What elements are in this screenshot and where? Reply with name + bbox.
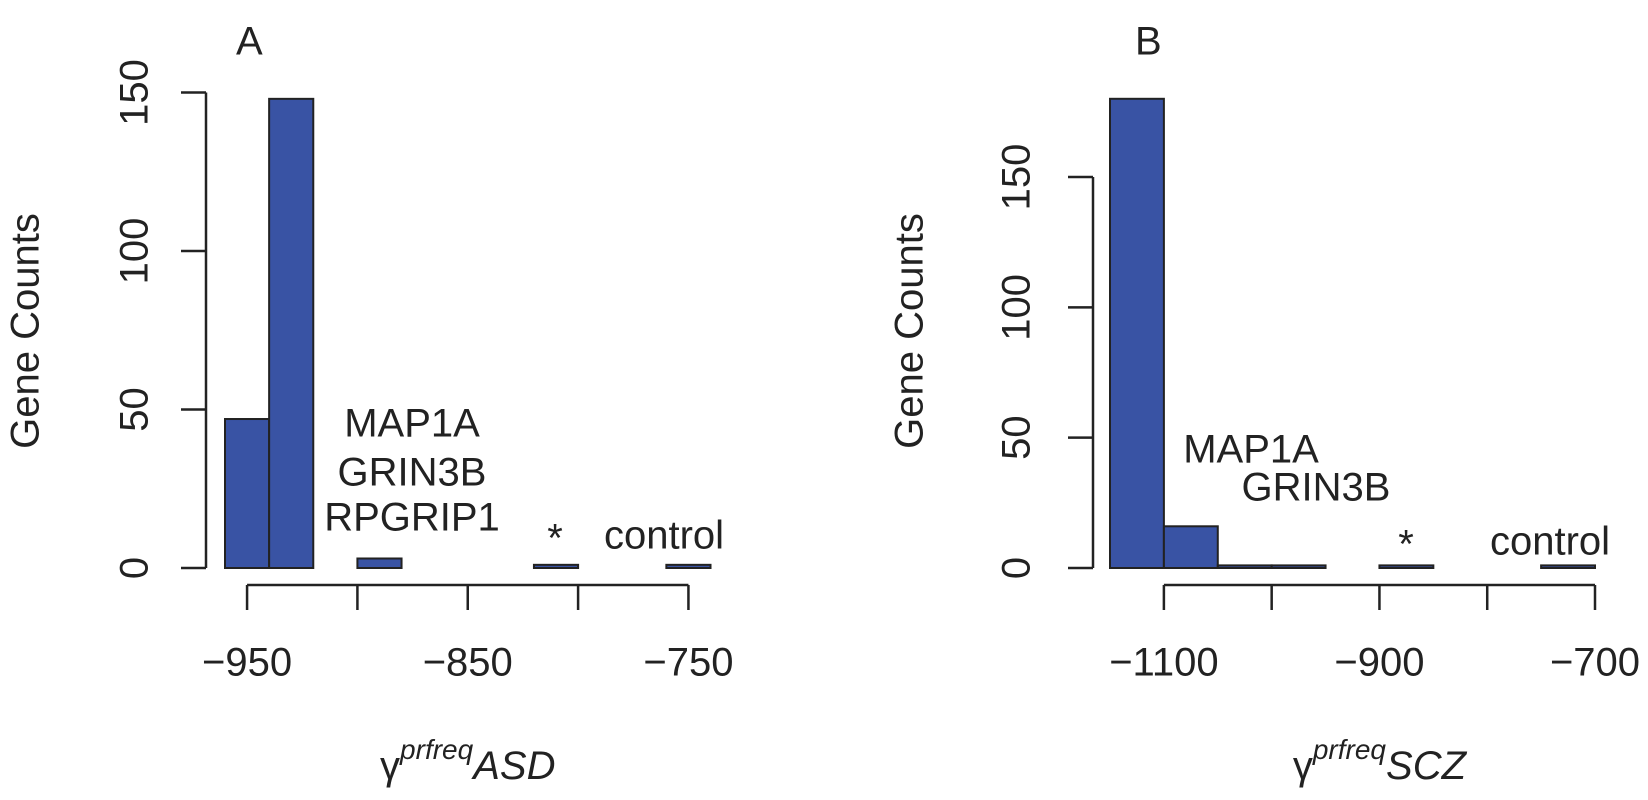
bar	[532, 563, 580, 570]
x-tick-label: −850	[423, 641, 513, 685]
annotation: GRIN3B	[1242, 466, 1391, 510]
x-axis-label: γprfreqSCZ	[1293, 734, 1468, 787]
x-tick-label: −700	[1550, 641, 1640, 685]
bar	[1109, 97, 1165, 570]
bar	[1216, 564, 1273, 569]
annotation: MAP1A	[344, 402, 480, 446]
x-axis-label: γprfreqASD	[380, 734, 555, 787]
y-tick-label: 100	[113, 218, 157, 285]
panel-label: B	[1135, 20, 1162, 64]
annotation: *	[1398, 523, 1414, 567]
x-tick-label: −750	[643, 641, 733, 685]
annotation: GRIN3B	[338, 451, 487, 495]
x-label-symbol: γ	[380, 744, 400, 788]
x-tick-label: −900	[1334, 641, 1424, 685]
panel-label: A	[236, 20, 263, 64]
annotation: control	[604, 514, 724, 558]
y-tick-label: 50	[995, 415, 1039, 460]
x-label-superscript: prfreq	[399, 734, 474, 765]
y-tick-label: 50	[113, 387, 157, 432]
y-tick-label: 0	[995, 557, 1039, 579]
y-axis-label: Gene Counts	[4, 213, 48, 449]
annotation: control	[1490, 520, 1610, 564]
y-axis-label: Gene Counts	[888, 213, 932, 449]
bar	[1540, 564, 1596, 569]
annotation: MAP1A	[1183, 428, 1319, 472]
y-tick-label: 100	[995, 274, 1039, 341]
bar	[1270, 564, 1327, 569]
y-tick-label: 0	[113, 557, 157, 579]
bar	[665, 563, 712, 570]
x-label-symbol: γ	[1293, 744, 1313, 788]
bar	[356, 557, 403, 569]
x-tick-label: −950	[202, 641, 292, 685]
bar	[224, 418, 271, 570]
x-label-superscript: prfreq	[1312, 734, 1387, 765]
x-label-text: SCZ	[1386, 744, 1468, 788]
bar	[1162, 525, 1219, 569]
y-tick-label: 150	[995, 144, 1039, 211]
bar	[1378, 564, 1435, 569]
x-tick-label: −1100	[1109, 641, 1218, 685]
annotation: RPGRIP1	[324, 496, 500, 540]
x-label-text: ASD	[471, 744, 555, 788]
y-tick-label: 150	[113, 59, 157, 126]
annotation: *	[547, 517, 563, 561]
bar	[268, 97, 315, 569]
